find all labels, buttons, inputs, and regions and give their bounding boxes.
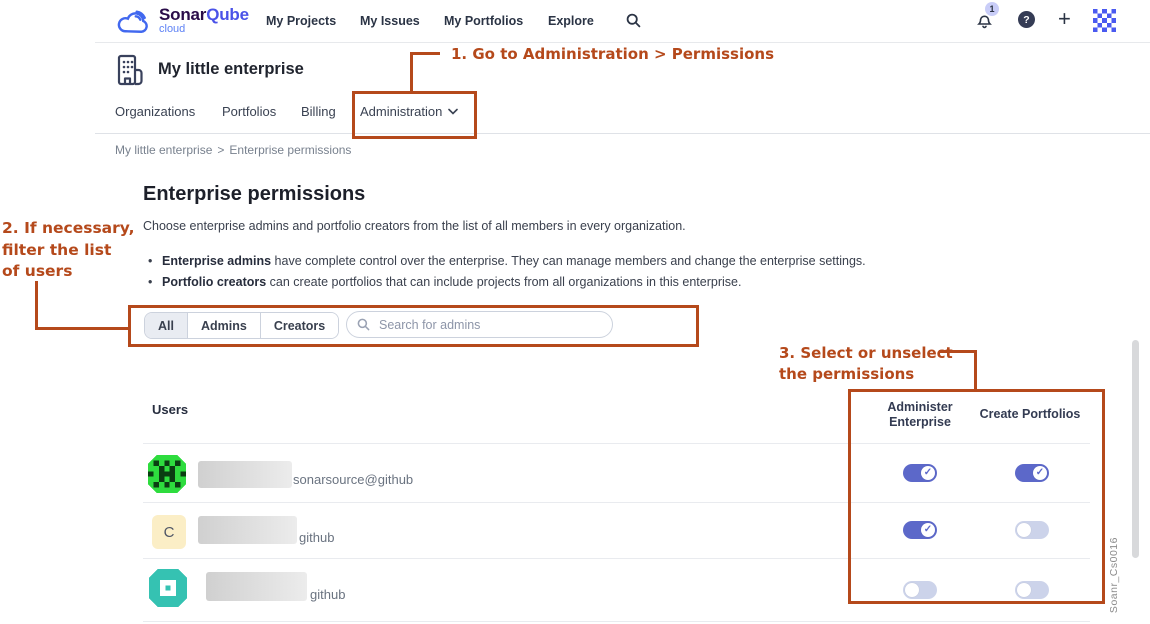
admin-search-input[interactable] xyxy=(377,316,581,333)
watermark-label: Soanr_Cs0016 xyxy=(1108,537,1120,614)
annotation-step3-box xyxy=(848,389,1105,604)
annotation-step3-line2: the permissions xyxy=(779,365,915,383)
annotation-step2-connector-h xyxy=(35,327,128,330)
annotation-step3-line1: 3. Select or unselect xyxy=(779,344,953,362)
bullet-portfolio-creators: • Portfolio creators can create portfoli… xyxy=(148,274,866,290)
annotation-step2-line2: filter the list xyxy=(2,240,112,259)
redacted-user-name xyxy=(198,516,297,544)
bullet-rest-text: can create portfolios that can include p… xyxy=(266,275,742,289)
filter-segmented-control: All Admins Creators xyxy=(144,312,340,339)
notifications-bell-icon[interactable] xyxy=(976,11,993,34)
col-administer-line1: Administer xyxy=(887,400,953,414)
user2-login-suffix: github xyxy=(299,530,335,545)
bullet-rest-text: have complete control over the enterpris… xyxy=(271,254,866,268)
cloud-logo-icon xyxy=(117,9,148,33)
redacted-user-name xyxy=(198,461,292,488)
page-description: Choose enterprise admins and portfolio c… xyxy=(143,219,686,233)
administer-enterprise-column-header: Administer Enterprise xyxy=(870,400,970,430)
tab-portfolios-label: Portfolios xyxy=(222,104,277,119)
users-column-header: Users xyxy=(152,402,189,417)
annotation-step2-connector-v xyxy=(35,281,38,330)
user2-administer-enterprise-toggle[interactable] xyxy=(903,521,937,539)
breadcrumb-enterprise[interactable]: My little enterprise xyxy=(115,143,213,157)
annotation-step2-line3: of users xyxy=(2,262,73,280)
user2-letter-avatar: C xyxy=(152,515,186,549)
col-administer-line2: Enterprise xyxy=(889,415,951,429)
user1-create-portfolios-toggle[interactable] xyxy=(1015,464,1049,482)
user1-identicon-avatar xyxy=(148,455,186,493)
breadcrumb-separator: > xyxy=(217,143,225,157)
user1-administer-enterprise-toggle[interactable] xyxy=(903,464,937,482)
table-divider xyxy=(143,558,1090,559)
help-icon[interactable]: ? xyxy=(1018,11,1035,28)
logo-text-sonar: Sonar xyxy=(159,5,207,24)
annotation-step1-text: 1. Go to Administration > Permissions xyxy=(451,45,775,63)
bullet-bold-text: Portfolio creators xyxy=(162,275,267,289)
tab-administration[interactable]: Administration xyxy=(360,104,459,119)
annotation-step2-text: 2. If necessary, filter the list of user… xyxy=(2,218,135,283)
search-icon xyxy=(357,318,370,331)
annotation-step1-connector-v xyxy=(410,52,413,91)
scrollbar-thumb[interactable] xyxy=(1132,340,1139,558)
enterprise-building-icon xyxy=(113,53,147,92)
table-divider xyxy=(143,502,1090,503)
col-create-line1: Create Portfolios xyxy=(979,407,1081,421)
breadcrumb: My little enterprise > Enterprise permis… xyxy=(115,143,351,157)
tab-administration-label: Administration xyxy=(360,104,443,119)
annotation-step1-connector-h xyxy=(410,52,440,55)
create-portfolios-column-header: Create Portfolios xyxy=(970,407,1090,422)
table-divider xyxy=(143,443,1090,444)
annotation-step3-text: 3. Select or unselect the permissions xyxy=(779,343,953,385)
nav-my-projects[interactable]: My Projects xyxy=(266,14,337,28)
annotation-step3-connector-v xyxy=(974,350,977,389)
user3-identicon-avatar xyxy=(149,569,187,607)
tab-billing-label: Billing xyxy=(301,104,336,119)
logo-text-qube: Qube xyxy=(206,5,249,24)
topnav-divider xyxy=(95,42,1150,43)
user2-create-portfolios-toggle[interactable] xyxy=(1015,521,1049,539)
user3-create-portfolios-toggle[interactable] xyxy=(1015,581,1049,599)
tab-organizations[interactable]: Organizations xyxy=(115,104,195,119)
admin-search-box xyxy=(346,311,613,338)
filter-creators-button[interactable]: Creators xyxy=(260,313,339,338)
permission-bullets: • Enterprise admins have complete contro… xyxy=(148,253,866,295)
annotation-step2-box xyxy=(128,305,699,347)
table-divider xyxy=(143,621,1090,622)
annotation-step3-connector-h xyxy=(939,350,977,353)
annotation-step2-line1: 2. If necessary, xyxy=(2,219,135,237)
user3-administer-enterprise-toggle[interactable] xyxy=(903,581,937,599)
user1-login-suffix: sonarsource@github xyxy=(293,472,414,487)
tab-organizations-label: Organizations xyxy=(115,104,196,119)
logo-text-cloud: cloud xyxy=(159,23,186,35)
filter-all-button[interactable]: All xyxy=(145,313,188,338)
enterprise-title: My little enterprise xyxy=(158,60,304,78)
redacted-user-name xyxy=(206,572,307,601)
bullet-dot: • xyxy=(148,254,153,268)
add-plus-icon[interactable]: + xyxy=(1058,6,1071,31)
tab-billing[interactable]: Billing xyxy=(301,104,336,119)
search-icon[interactable] xyxy=(626,13,641,33)
nav-my-issues[interactable]: My Issues xyxy=(360,14,420,28)
filter-admins-button[interactable]: Admins xyxy=(187,313,261,338)
user-identicon-icon xyxy=(1093,9,1116,32)
user-avatar[interactable] xyxy=(1093,9,1116,32)
chevron-down-icon xyxy=(448,108,459,115)
tab-portfolios[interactable]: Portfolios xyxy=(222,104,276,119)
nav-explore[interactable]: Explore xyxy=(548,14,594,28)
sonarqube-cloud-logo[interactable]: SonarQube cloud xyxy=(114,6,249,35)
page-title: Enterprise permissions xyxy=(143,183,366,205)
enterprise-header-divider xyxy=(95,133,1150,134)
logo-wordmark: SonarQube cloud xyxy=(159,6,249,35)
bullet-bold-text: Enterprise admins xyxy=(162,254,272,268)
notification-count-badge: 1 xyxy=(985,2,999,16)
nav-my-portfolios[interactable]: My Portfolios xyxy=(444,14,524,28)
user3-login-suffix: github xyxy=(310,587,346,602)
bullet-enterprise-admins: • Enterprise admins have complete contro… xyxy=(148,253,866,269)
breadcrumb-current: Enterprise permissions xyxy=(229,143,352,157)
annotation-step1-box xyxy=(352,91,477,139)
bullet-dot: • xyxy=(148,275,153,289)
